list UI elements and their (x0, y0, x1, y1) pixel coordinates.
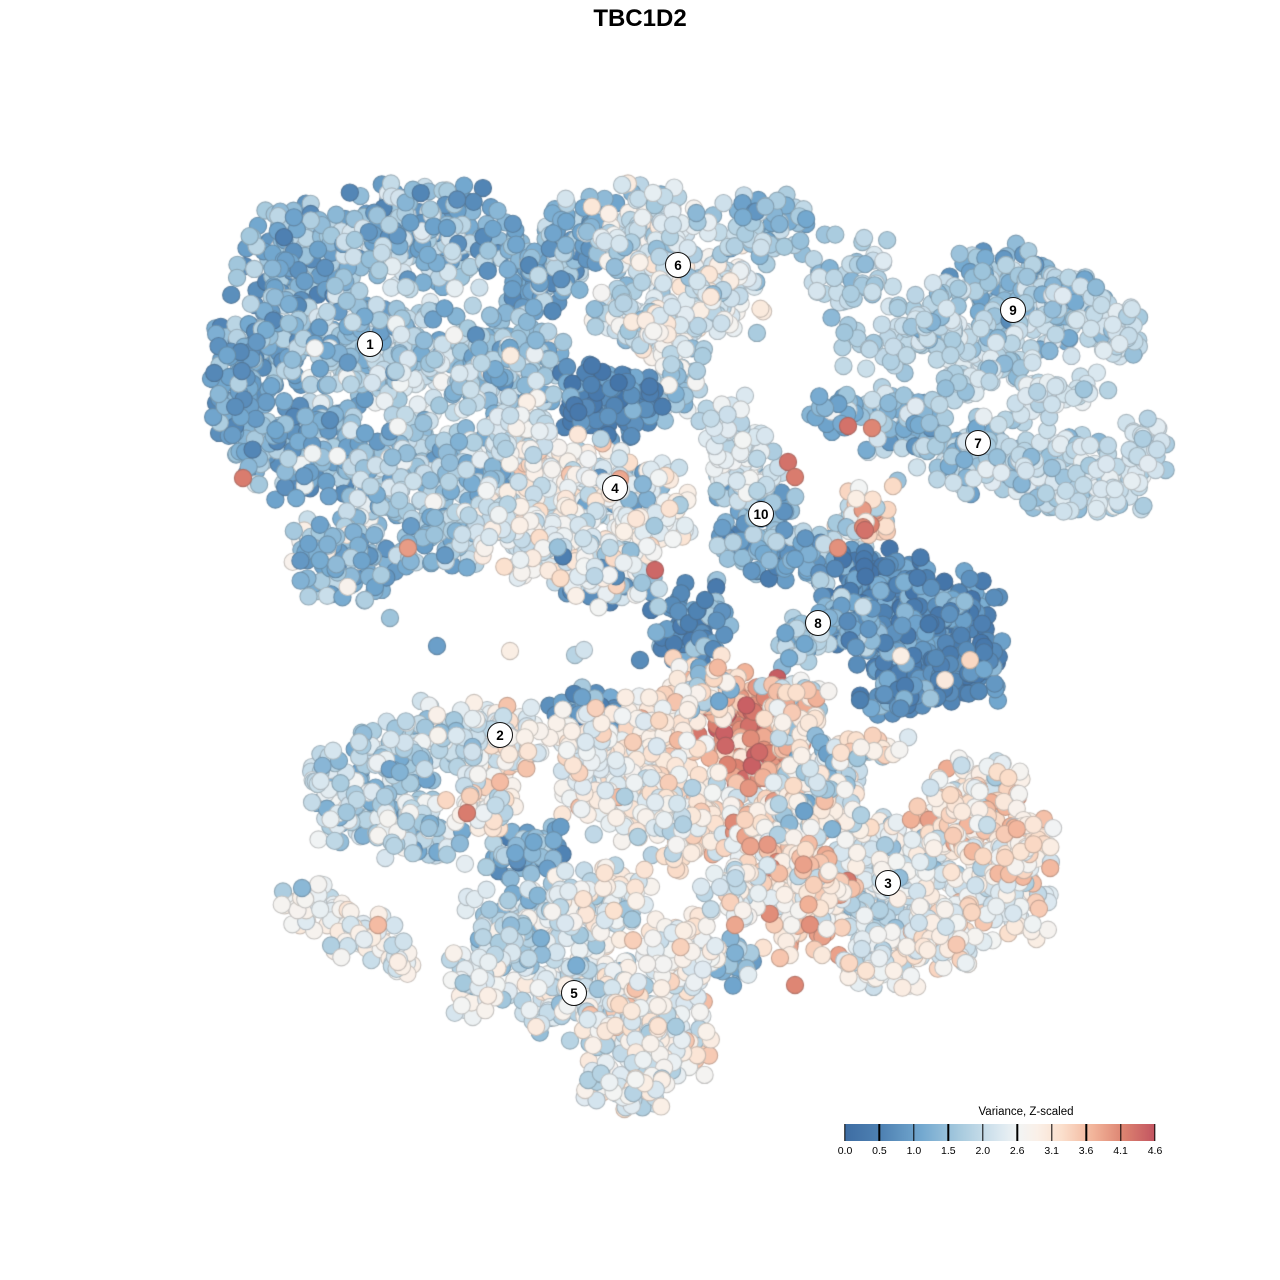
colorbar-gradient (844, 1124, 1156, 1141)
colorbar-tick-label: 0.0 (837, 1145, 853, 1157)
colorbar-tick-label: 1.5 (941, 1145, 956, 1157)
colorbar-tick-label: 3.1 (1044, 1145, 1059, 1157)
colorbar-tick-label: 2.0 (975, 1145, 991, 1157)
colorbar-legend: Variance, Z-scaled 0.0 0.5 1.0 1.5 2.0 2.6 3.1… (838, 1106, 1163, 1159)
colorbar-tick-mark (1119, 1124, 1122, 1141)
colorbar-tick-label: 0.5 (872, 1145, 887, 1157)
colorbar-tick-mark (982, 1124, 984, 1141)
colorbar-tick-mark (913, 1124, 915, 1141)
colorbar-tick-mark (844, 1124, 846, 1141)
colorbar-title: Variance, Z-scaled (978, 1106, 1074, 1118)
colorbar-tick-mark (1085, 1124, 1087, 1141)
colorbar-tick-label: 2.6 (1009, 1145, 1025, 1157)
colorbar-tick-mark (1050, 1124, 1053, 1141)
colorbar-tick-mark (1016, 1124, 1018, 1141)
colorbar-tick-label: 3.6 (1078, 1145, 1094, 1157)
colorbar-tick-mark (878, 1124, 881, 1141)
colorbar-tick-mark (947, 1124, 950, 1141)
colorbar-tick-mark (1154, 1124, 1156, 1141)
colorbar-tick-label: 4.6 (1147, 1145, 1163, 1157)
colorbar-tick-label: 4.1 (1113, 1145, 1128, 1157)
colorbar-tick-labels: 0.0 0.5 1.0 1.5 2.0 2.6 3.1 3.6 4.1 4.6 (838, 1145, 1163, 1159)
colorbar-tick-label: 1.0 (906, 1145, 922, 1157)
